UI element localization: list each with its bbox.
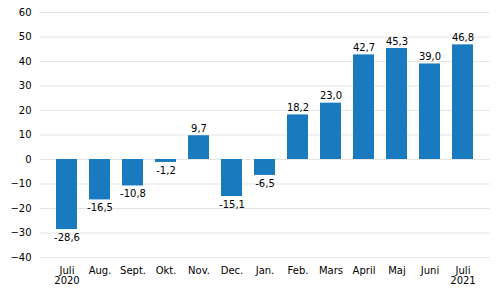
svg-text:April: April [353,265,376,276]
svg-text:Juni: Juni [420,265,439,276]
svg-text:30: 30 [19,80,32,91]
svg-text:10: 10 [19,129,32,140]
svg-text:Juli2021: Juli2021 [450,265,475,286]
svg-text:Aug.: Aug. [89,265,112,276]
svg-text:-1,2: -1,2 [156,165,176,176]
svg-text:−10: −10 [10,178,31,189]
svg-text:Dec.: Dec. [221,265,244,276]
svg-text:40: 40 [19,56,32,67]
svg-text:42,7: 42,7 [353,42,375,53]
svg-text:-15,1: -15,1 [219,199,245,210]
svg-text:Sept.: Sept. [120,265,146,276]
svg-text:18,2: 18,2 [287,102,309,113]
svg-text:-16,5: -16,5 [87,202,113,213]
svg-text:−40: −40 [10,252,31,263]
svg-text:20: 20 [19,105,32,116]
svg-text:Mars: Mars [319,265,343,276]
svg-text:50: 50 [19,31,32,42]
svg-text:Jan.: Jan. [255,265,275,276]
svg-text:45,3: 45,3 [386,36,408,47]
svg-text:-28,6: -28,6 [54,232,80,243]
svg-text:Feb.: Feb. [288,265,309,276]
svg-text:−20: −20 [10,203,31,214]
svg-text:0: 0 [25,154,31,165]
svg-text:-6,5: -6,5 [255,178,275,189]
svg-text:-10,8: -10,8 [120,188,146,199]
svg-text:60: 60 [19,7,32,18]
svg-text:Nov.: Nov. [188,265,210,276]
svg-text:9,7: 9,7 [191,123,207,134]
svg-text:Okt.: Okt. [156,265,177,276]
svg-text:−30: −30 [10,227,31,238]
svg-text:23,0: 23,0 [320,90,342,101]
svg-text:39,0: 39,0 [419,51,441,62]
svg-text:Maj: Maj [388,265,406,276]
svg-text:46,8: 46,8 [452,32,474,43]
svg-text:Juli2020: Juli2020 [54,265,79,286]
